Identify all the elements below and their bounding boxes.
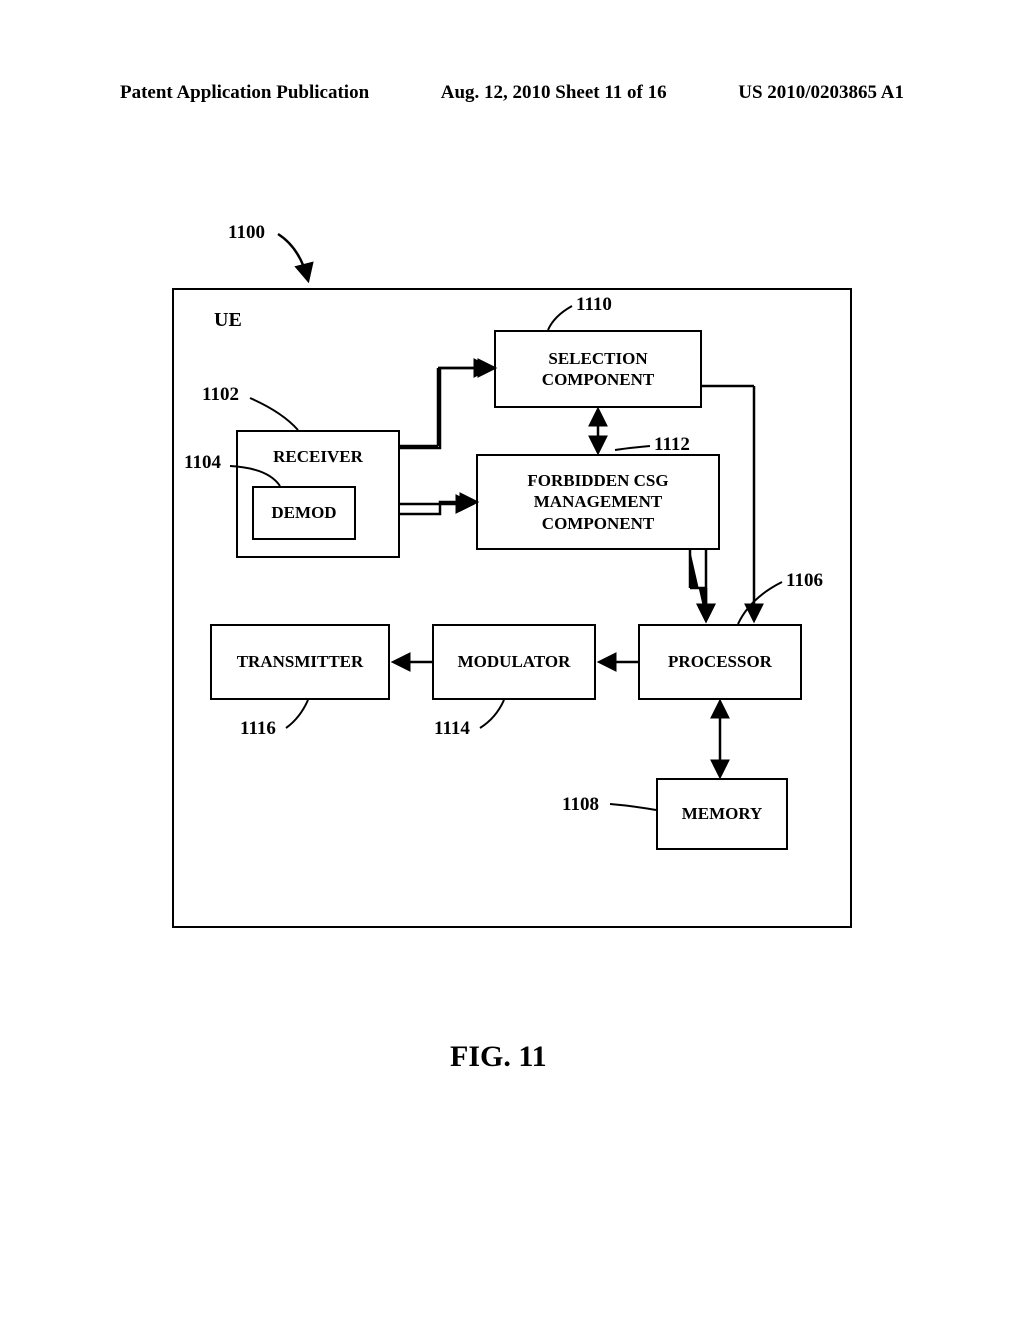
- ue-label: UE: [214, 308, 242, 333]
- box-transmitter: TRANSMITTER: [210, 624, 390, 700]
- ref-1112: 1112: [654, 434, 690, 456]
- ref-1100: 1100: [228, 222, 265, 244]
- header-left: Patent Application Publication: [120, 82, 369, 104]
- page-header: Patent Application Publication Aug. 12, …: [120, 82, 904, 104]
- box-selection-component: SELECTION COMPONENT: [494, 330, 702, 408]
- ref-1114: 1114: [434, 718, 470, 740]
- ref-1102: 1102: [202, 384, 239, 406]
- ref-1104: 1104: [184, 452, 221, 474]
- box-memory: MEMORY: [656, 778, 788, 850]
- ref-1110: 1110: [576, 294, 612, 316]
- box-demod: DEMOD: [252, 486, 356, 540]
- box-forbidden-csg: FORBIDDEN CSG MANAGEMENT COMPONENT: [476, 454, 720, 550]
- figure-diagram: 1100 UE SELECTION COMPONENT 1110 RECEIVE…: [150, 228, 870, 948]
- figure-caption: FIG. 11: [450, 1040, 547, 1074]
- ref-1116: 1116: [240, 718, 276, 740]
- box-modulator: MODULATOR: [432, 624, 596, 700]
- ref-1108: 1108: [562, 794, 599, 816]
- box-processor: PROCESSOR: [638, 624, 802, 700]
- ref-1106: 1106: [786, 570, 823, 592]
- header-right: US 2010/0203865 A1: [738, 82, 904, 104]
- header-center: Aug. 12, 2010 Sheet 11 of 16: [441, 82, 667, 104]
